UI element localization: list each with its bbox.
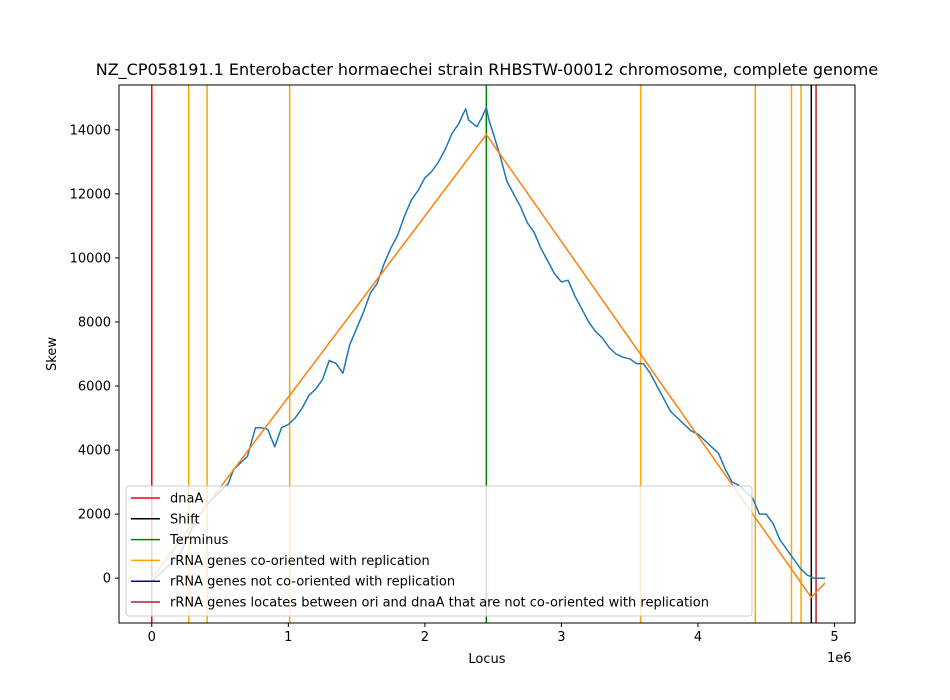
x-tick-label-1: 1 bbox=[284, 630, 292, 645]
x-tick-label-2: 2 bbox=[421, 630, 429, 645]
legend-box bbox=[125, 485, 753, 617]
y-tick-label-5: 10000 bbox=[70, 251, 111, 266]
x-axis-ticks: 0 1 2 3 4 5 bbox=[148, 623, 839, 645]
legend-label-5: rRNA genes locates between ori and dnaA … bbox=[170, 596, 709, 611]
x-tick-label-5: 5 bbox=[830, 630, 838, 645]
y-tick-label-6: 12000 bbox=[70, 187, 111, 202]
legend: dnaA Shift Terminus rRNA genes co-oriented … bbox=[125, 485, 753, 617]
x-axis-offset-label: 1e6 bbox=[827, 651, 852, 666]
plot-frame bbox=[118, 84, 856, 624]
y-tick-label-4: 8000 bbox=[78, 315, 111, 330]
y-tick-label-3: 6000 bbox=[78, 380, 111, 395]
y-axis-ticks: 0 2000 4000 6000 8000 10000 12000 14000 bbox=[70, 123, 119, 587]
x-tick-label-3: 3 bbox=[557, 630, 565, 645]
x-axis-label: Locus bbox=[468, 652, 505, 667]
legend-label-2: Terminus bbox=[169, 533, 229, 548]
y-tick-label-7: 14000 bbox=[70, 123, 111, 138]
series-line-0 bbox=[151, 106, 825, 582]
y-axis-label: Skew bbox=[45, 337, 60, 371]
legend-label-4: rRNA genes not co-oriented with replicat… bbox=[170, 575, 455, 590]
x-tick-label-0: 0 bbox=[148, 630, 156, 645]
x-tick-label-4: 4 bbox=[694, 630, 702, 645]
legend-label-3: rRNA genes co-oriented with replication bbox=[170, 554, 430, 569]
y-tick-label-1: 2000 bbox=[78, 508, 111, 523]
y-tick-label-0: 0 bbox=[103, 572, 111, 587]
y-tick-label-2: 4000 bbox=[78, 444, 111, 459]
legend-label-0: dnaA bbox=[170, 492, 203, 507]
legend-label-1: Shift bbox=[170, 512, 200, 527]
series-line-1 bbox=[151, 133, 826, 599]
series-layer bbox=[151, 106, 826, 599]
chart-title: NZ_CP058191.1 Enterobacter hormaechei st… bbox=[96, 60, 878, 80]
